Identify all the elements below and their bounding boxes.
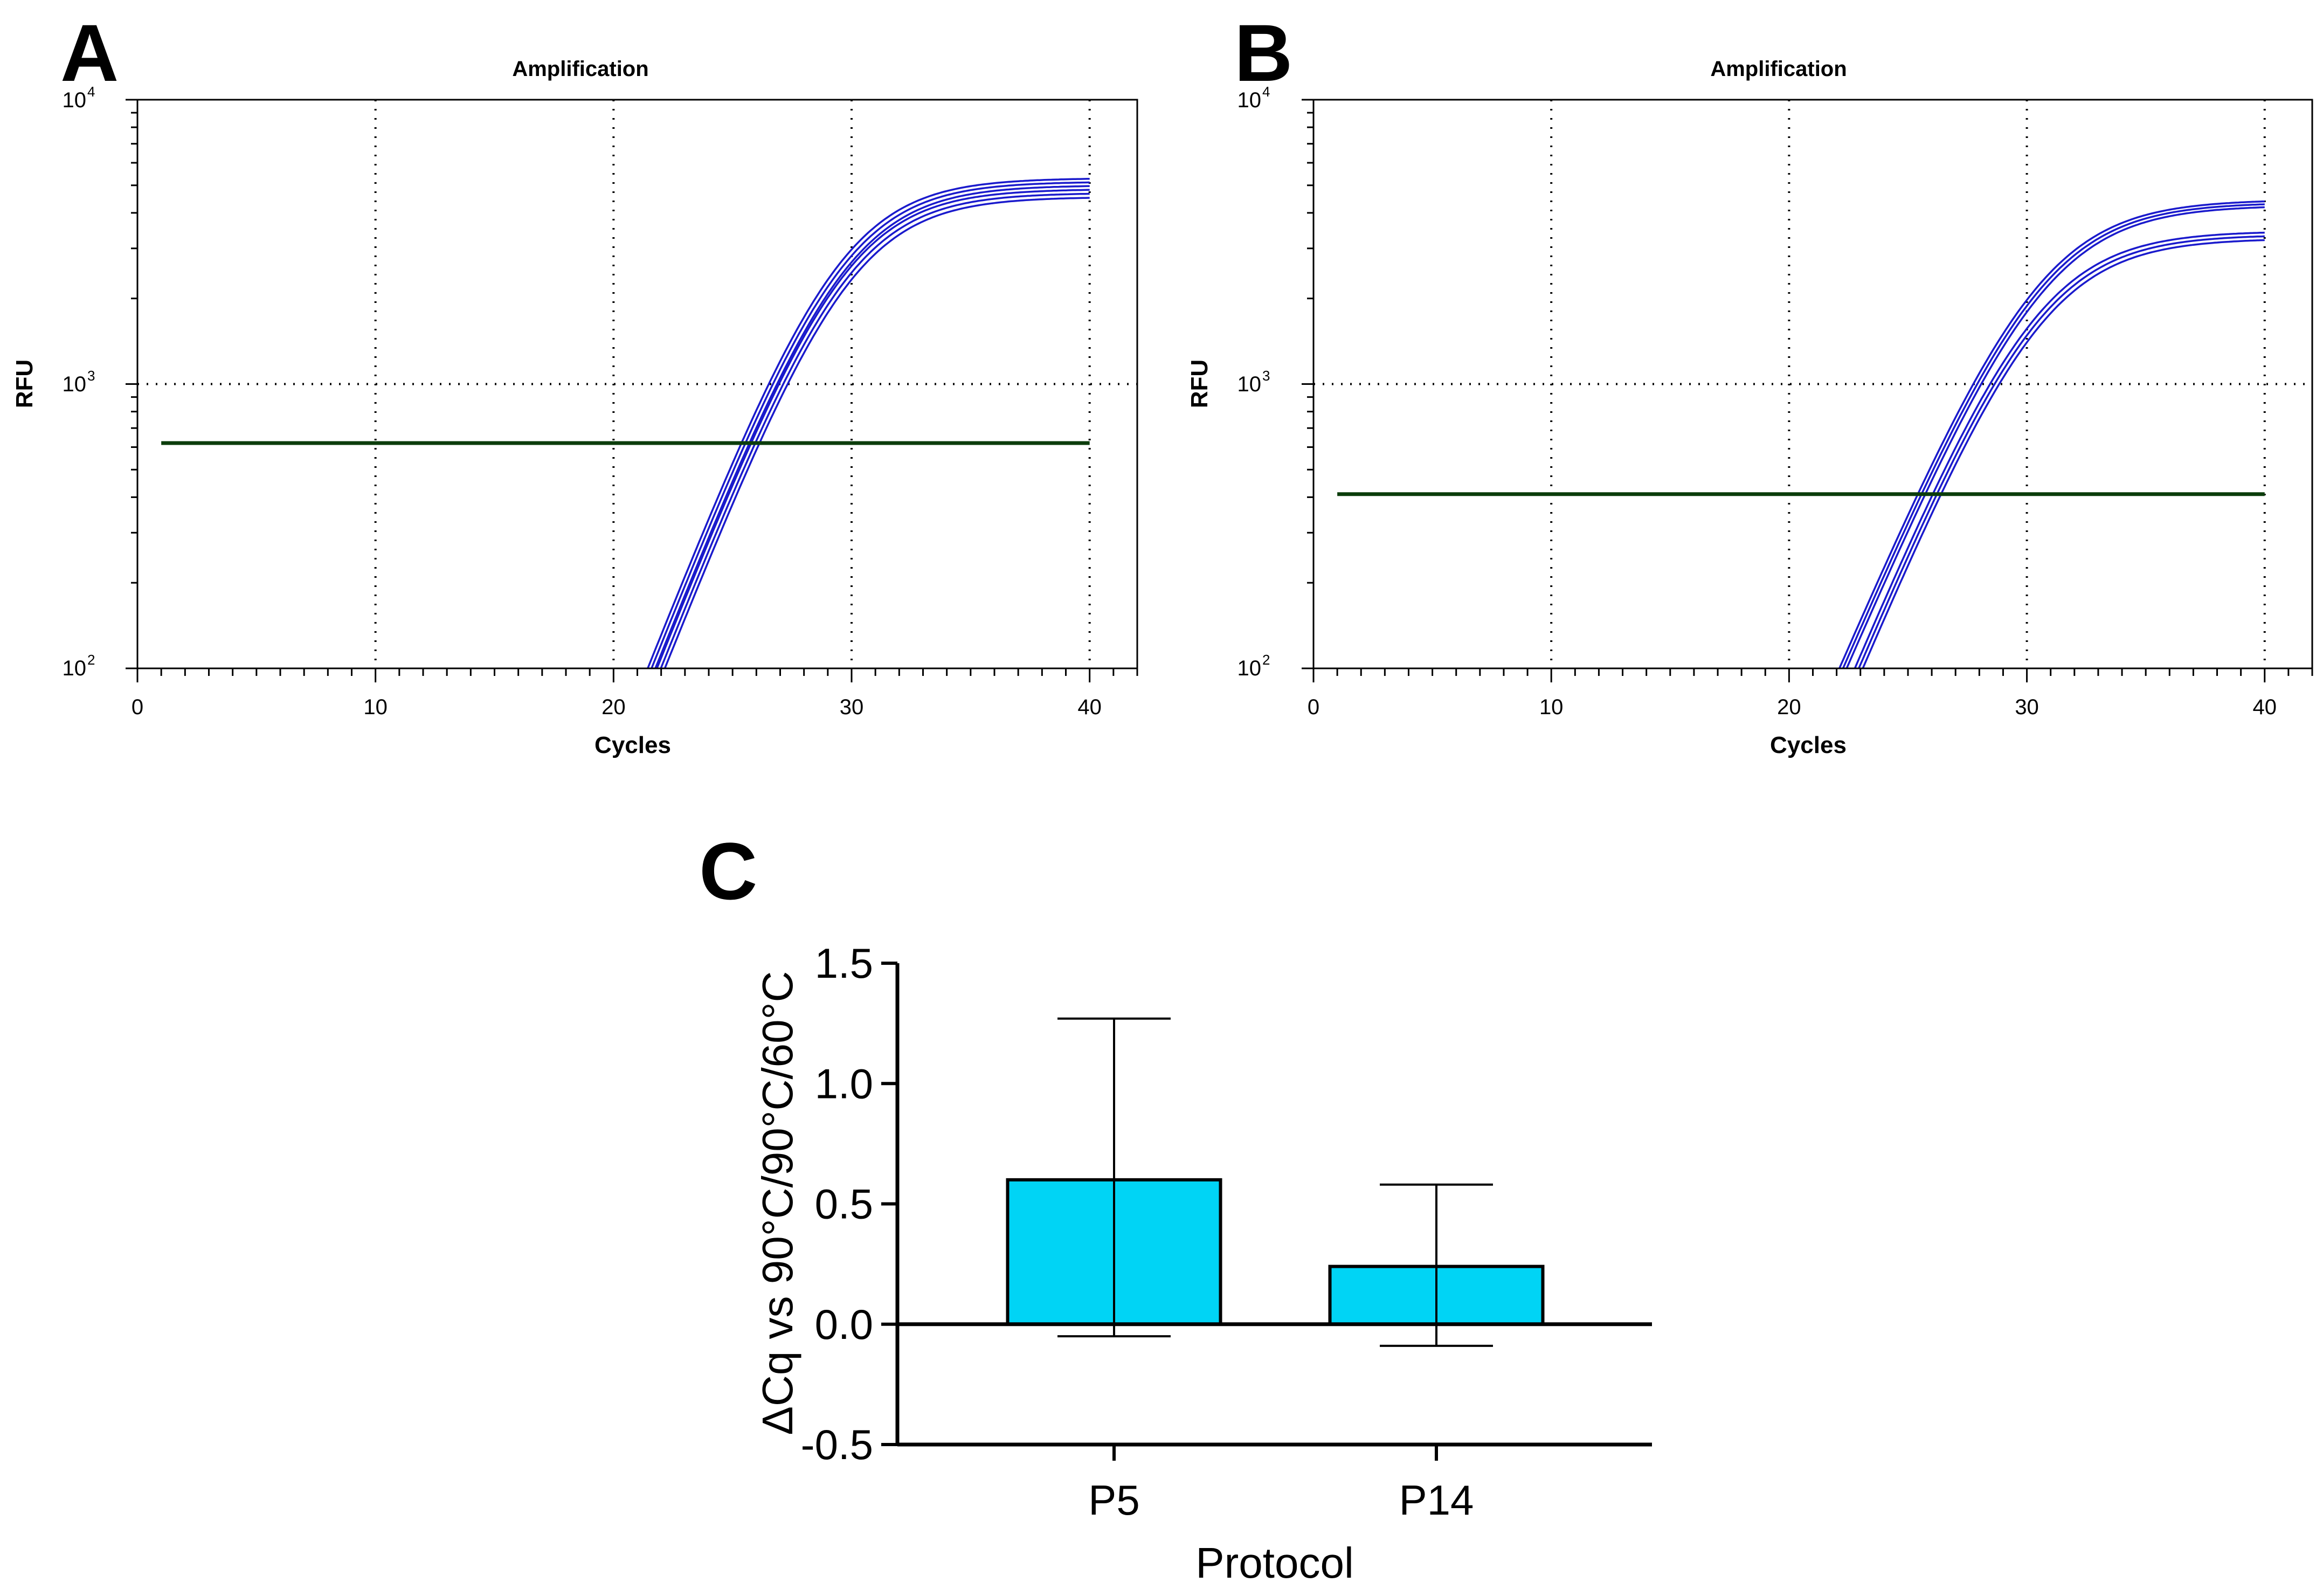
x-tick-label-a-4: 40 (1077, 695, 1102, 719)
y-tick-label-a-1: 10 3 (63, 368, 95, 396)
amplification-curve-a-1 (646, 178, 1090, 668)
y-tick-label-c-1: 0.0 (815, 1301, 873, 1348)
amplification-curve-b-3 (1845, 206, 2265, 668)
y-axis-label-a: RFU (11, 360, 38, 408)
amplification-curve-b-4 (1854, 231, 2265, 668)
panel-letter-c: C (699, 826, 757, 916)
category-label-p5: P5 (1088, 1476, 1139, 1524)
plot-area-c: -0.5 0.0 0.5 1.0 1.5 P5 P14 (801, 939, 1652, 1524)
y-tick-base-a-0: 10 (63, 657, 87, 680)
x-tick-label-b-0: 0 (1308, 695, 1319, 719)
amplification-plot-a: A Amplification Cycles RFU 0 10 20 30 40 10 … (11, 8, 1138, 758)
y-tick-base-a-1: 10 (63, 372, 87, 396)
curves-group-b (1838, 200, 2265, 668)
y-axis-label-b: RFU (1186, 360, 1213, 408)
amplification-curve-b-1 (1838, 200, 2265, 668)
category-label-p14: P14 (1399, 1476, 1474, 1524)
amplification-curve-a-3 (654, 185, 1090, 668)
y-tick-label-c-0: -0.5 (801, 1421, 873, 1468)
amplification-curve-a-2 (650, 181, 1090, 668)
y-tick-base-b-1: 10 (1237, 372, 1262, 396)
x-tick-label-b-4: 40 (2253, 695, 2277, 719)
amplification-curve-a-4 (655, 189, 1090, 668)
amplification-plot-b: B Amplification Cycles RFU 0 10 20 30 40 10 … (1186, 8, 2313, 758)
y-tick-exponent-a-2: 4 (87, 84, 95, 100)
panel-letter-a: A (60, 8, 119, 98)
y-tick-exponent-a-0: 2 (87, 652, 95, 668)
y-tick-exponent-a-1: 3 (87, 368, 95, 384)
plot-area-a: 0 10 20 30 40 (126, 99, 1138, 719)
plot-area-b: 0 10 20 30 40 (1302, 99, 2313, 719)
y-tick-label-b-0: 10 2 (1237, 652, 1270, 680)
x-tick-label-a-0: 0 (132, 695, 143, 719)
y-tick-label-b-2: 10 4 (1237, 84, 1270, 112)
x-tick-label-b-3: 30 (2015, 695, 2039, 719)
y-tick-label-b-1: 10 3 (1237, 368, 1270, 396)
y-tick-base-a-2: 10 (63, 88, 87, 112)
panel-letter-b: B (1234, 8, 1292, 98)
y-tick-base-b-0: 10 (1237, 657, 1262, 680)
amplification-title-b: Amplification (1710, 57, 1847, 81)
y-tick-exponent-b-0: 2 (1262, 652, 1270, 668)
y-tick-label-c-4: 1.5 (815, 939, 873, 987)
bar-chart-c: C Protocol ΔCq vs 90°C/90°C/60°C -0.5 0.0… (699, 826, 1652, 1587)
amplification-curve-a-6 (663, 197, 1090, 668)
amplification-title-a: Amplification (512, 57, 648, 81)
y-tick-label-c-3: 1.0 (815, 1060, 873, 1107)
x-tick-label-a-1: 10 (363, 695, 388, 719)
x-tick-label-a-3: 30 (840, 695, 864, 719)
y-tick-label-c-2: 0.5 (815, 1180, 873, 1228)
amplification-curve-a-5 (660, 192, 1090, 668)
x-axis-label-b: Cycles (1770, 732, 1847, 758)
x-tick-label-b-2: 20 (1777, 695, 1801, 719)
amplification-curve-b-6 (1862, 239, 2265, 668)
y-tick-label-a-2: 10 4 (63, 84, 95, 112)
amplification-curve-b-2 (1842, 203, 2265, 668)
curves-group-a (646, 178, 1090, 668)
x-tick-label-a-2: 20 (602, 695, 626, 719)
y-tick-exponent-b-2: 4 (1262, 84, 1270, 100)
x-axis-label-a: Cycles (594, 732, 671, 758)
y-tick-exponent-b-1: 3 (1262, 368, 1270, 384)
amplification-curve-b-5 (1857, 235, 2265, 668)
x-axis-label-c: Protocol (1195, 1539, 1353, 1587)
x-tick-label-b-1: 10 (1539, 695, 1564, 719)
y-axis-label-c: ΔCq vs 90°C/90°C/60°C (753, 971, 801, 1435)
y-tick-base-b-2: 10 (1237, 88, 1262, 112)
y-tick-label-a-0: 10 2 (63, 652, 95, 680)
